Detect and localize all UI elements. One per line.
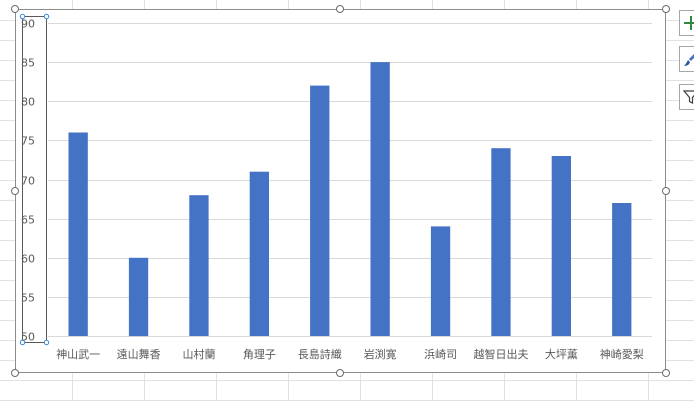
chart-elements-button[interactable] xyxy=(679,10,694,36)
bar[interactable] xyxy=(189,195,209,336)
bar[interactable] xyxy=(310,85,330,336)
x-category-label: 遠山舞香 xyxy=(117,348,161,361)
y-tick-label: 85 xyxy=(21,57,35,70)
bar[interactable] xyxy=(370,62,390,336)
x-category-label: 大坪薫 xyxy=(545,347,578,361)
y-tick-label: 70 xyxy=(21,175,35,188)
resize-handle-bottom-right[interactable] xyxy=(662,369,670,377)
y-tick-label: 60 xyxy=(21,253,35,266)
x-category-label: 神山武一 xyxy=(56,347,100,361)
x-category-label: 神崎愛梨 xyxy=(600,347,644,361)
x-axis-category-labels: 神山武一 遠山舞香 山村蘭 角理子 長島詩織 岩渕寛 浜崎司 越智日出夫 大坪薫 神崎愛梨 xyxy=(56,347,644,361)
bar[interactable] xyxy=(612,203,632,336)
x-category-label: 長島詩織 xyxy=(298,347,342,361)
resize-handle-left[interactable] xyxy=(11,187,19,195)
x-category-label: 岩渕寛 xyxy=(364,347,397,361)
resize-handle-top[interactable] xyxy=(336,5,344,13)
y-tick-label: 80 xyxy=(21,96,35,109)
x-category-label: 角理子 xyxy=(243,348,276,361)
bar-series[interactable] xyxy=(68,62,632,337)
y-tick-label: 75 xyxy=(21,135,35,148)
bar[interactable] xyxy=(128,257,149,337)
resize-handle-right[interactable] xyxy=(662,187,670,195)
y-tick-label: 90 xyxy=(21,18,35,31)
resize-handle-bottom-left[interactable] xyxy=(11,369,19,377)
bar[interactable] xyxy=(491,148,511,336)
bar[interactable] xyxy=(249,171,269,336)
bar[interactable] xyxy=(68,132,88,337)
y-tick-label: 50 xyxy=(21,331,35,344)
resize-handle-top-right[interactable] xyxy=(662,5,670,13)
axis-selection-box[interactable] xyxy=(22,16,47,343)
bar[interactable] xyxy=(430,226,451,336)
selection-handle[interactable] xyxy=(43,13,50,20)
selection-handle[interactable] xyxy=(19,13,26,20)
x-category-label: 山村蘭 xyxy=(183,347,216,361)
y-tick-label: 65 xyxy=(21,214,35,227)
x-category-label: 越智日出夫 xyxy=(474,347,529,361)
gridlines xyxy=(48,23,652,337)
chart-styles-button[interactable] xyxy=(679,46,694,72)
chart-filters-button[interactable] xyxy=(679,84,694,110)
resize-handle-bottom[interactable] xyxy=(336,369,344,377)
x-category-label: 浜崎司 xyxy=(424,347,457,361)
brush-icon xyxy=(684,54,694,66)
selection-handle[interactable] xyxy=(19,339,26,346)
funnel-icon xyxy=(683,90,694,104)
plus-icon xyxy=(684,16,694,30)
plot-area-selection[interactable] xyxy=(19,13,50,346)
y-tick-label: 55 xyxy=(21,292,35,305)
y-axis-tick-labels: 50 55 60 65 70 75 80 85 90 xyxy=(21,18,35,344)
selection-handle[interactable] xyxy=(43,339,50,346)
bar[interactable] xyxy=(551,156,571,336)
resize-handle-top-left[interactable] xyxy=(11,5,19,13)
